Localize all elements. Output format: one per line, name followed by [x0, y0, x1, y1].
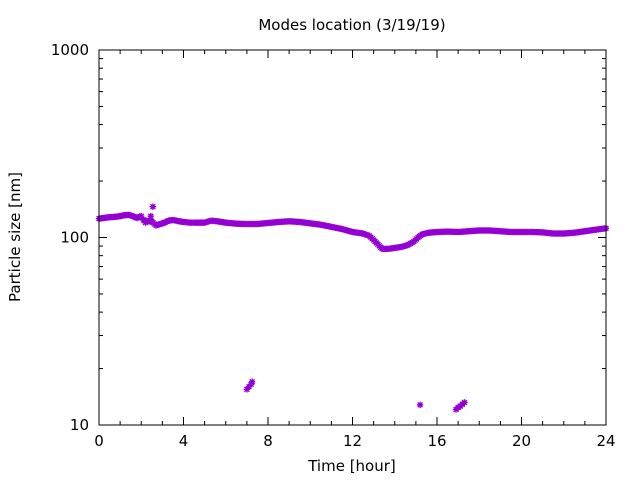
- x-tick-label: 12: [343, 432, 362, 450]
- y-axis-label: Particle size [nm]: [6, 172, 24, 302]
- x-tick-label: 8: [263, 432, 273, 450]
- data-point: [147, 212, 154, 220]
- y-tick-label: 10: [70, 416, 89, 434]
- x-tick-label: 20: [512, 432, 531, 450]
- y-tick-label: 100: [60, 229, 89, 247]
- data-point: [416, 401, 424, 409]
- data-points: [95, 203, 610, 413]
- data-point: [248, 378, 256, 385]
- y-tick-label: 1000: [51, 41, 89, 59]
- axis-ticks: 0 4 8 12 16 20 24 10 100 1000: [51, 41, 616, 450]
- x-axis-label: Time [hour]: [307, 457, 396, 475]
- data-point: [149, 203, 157, 210]
- x-tick-label: 24: [596, 432, 615, 450]
- chart-title: Modes location (3/19/19): [258, 16, 445, 34]
- data-point: [461, 399, 468, 406]
- x-tick-label: 16: [427, 432, 446, 450]
- x-tick-label: 0: [94, 432, 104, 450]
- plot-frame: [98, 49, 607, 426]
- x-tick-label: 4: [179, 432, 189, 450]
- data-point: [142, 219, 149, 226]
